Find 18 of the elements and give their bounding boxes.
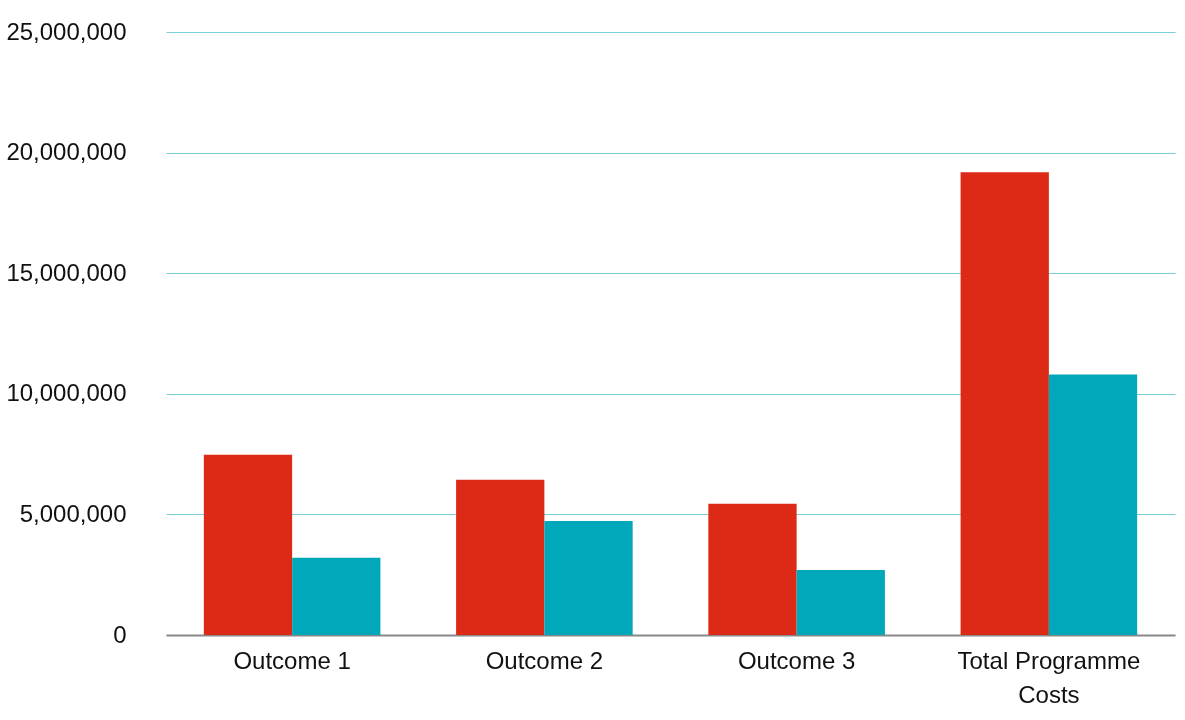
bar <box>292 557 381 635</box>
y-tick-label: 20,000,000 <box>6 138 127 166</box>
bar <box>796 569 885 635</box>
x-tick-label: Total Programme Costs <box>957 646 1141 708</box>
x-tick-label: Outcome 3 <box>737 646 856 674</box>
bar <box>1048 374 1138 635</box>
y-tick-label: 25,000,000 <box>6 17 127 45</box>
bar <box>960 172 1049 635</box>
y-tick-label: 10,000,000 <box>6 379 127 407</box>
bar <box>203 454 293 635</box>
y-tick-label: 0 <box>113 620 127 648</box>
bar <box>544 520 633 635</box>
bar <box>456 479 545 635</box>
y-tick-label: 15,000,000 <box>6 258 127 286</box>
x-tick-label: Outcome 1 <box>233 646 351 674</box>
x-tick-label: Outcome 2 <box>485 646 604 674</box>
y-tick-label: 5,000,000 <box>19 499 127 527</box>
bar <box>708 503 797 635</box>
